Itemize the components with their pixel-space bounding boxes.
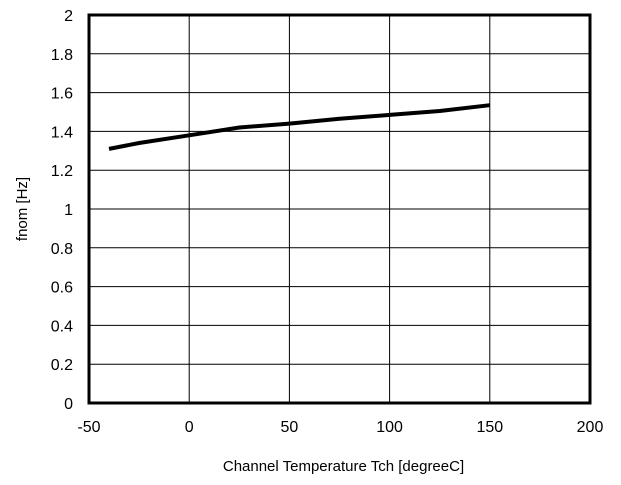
x-tick-label: 150 [476,419,503,436]
y-tick-label: 0.2 [51,357,73,374]
x-tick-label: 200 [577,419,604,436]
y-tick-label: 0.6 [51,280,73,297]
y-tick-label: 0.8 [51,241,73,258]
x-tick-label: 100 [376,419,403,436]
y-tick-label: 0 [64,396,73,413]
y-axis-label: fnom [Hz] [14,177,31,241]
series-line-0 [108,103,491,151]
y-tick-label: 1.4 [51,124,73,141]
x-axis-label: Channel Temperature Tch [degreeC] [223,458,464,475]
y-tick-label: 1.6 [51,86,73,103]
x-tick-label: -50 [77,419,100,436]
plot-frame [87,13,592,405]
y-tick-label: 0.4 [51,318,73,335]
x-tick-label: 0 [185,419,194,436]
series-layer [108,103,491,151]
y-tick-label: 1.8 [51,47,73,64]
x-tick-label: 50 [281,419,299,436]
y-tick-label: 1 [64,202,73,219]
grid-lines [88,14,591,404]
tick-labels: -50 0 50 100 150 20000.20.40.60.811.21.41.61.… [51,8,604,436]
y-tick-label: 1.2 [51,163,73,180]
y-tick-label: 2 [64,8,73,25]
